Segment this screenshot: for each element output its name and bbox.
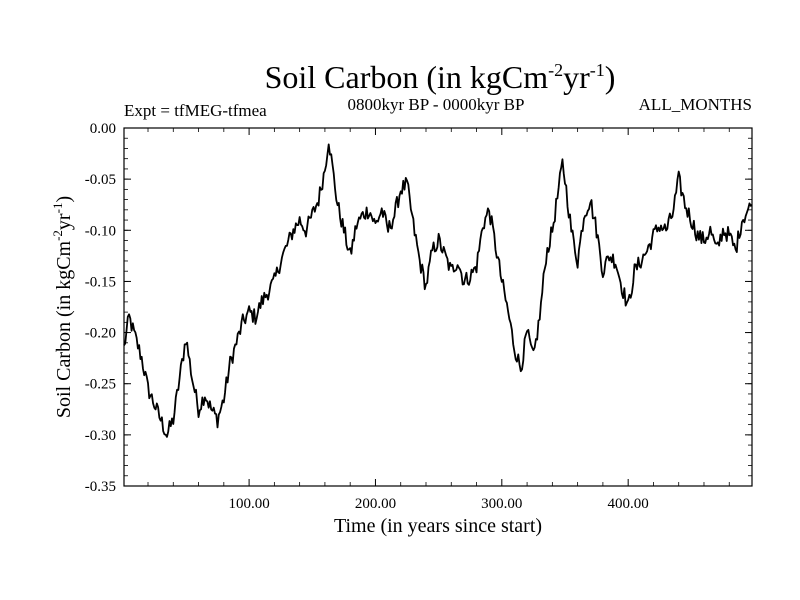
x-axis-ticks: 100.00 200.00 300.00 400.00 [147, 128, 730, 512]
subtitle-period: 0800kyr BP - 0000kyr BP [348, 95, 525, 114]
y-tick-label: -0.05 [85, 172, 116, 188]
title-sup1: -2 [548, 60, 563, 80]
y-axis-label: Soil Carbon (in kgCm-2yr-1) [50, 196, 75, 418]
ylabel-main: Soil Carbon (in kgCm [53, 240, 75, 418]
title-sup2: -1 [590, 60, 605, 80]
x-tick-label: 400.00 [608, 496, 649, 512]
y-tick-label: -0.20 [85, 326, 116, 342]
y-axis-ticks: 0.00 -0.05 -0.10 -0.15 -0.20 -0.25 -0.30 -0.35 [85, 121, 752, 495]
y-tick-label: -0.10 [85, 223, 116, 239]
y-tick-label: -0.35 [85, 479, 116, 495]
soil-carbon-series-line [123, 143, 753, 438]
title-mid: yr [563, 59, 590, 95]
ylabel-end: ) [53, 196, 75, 203]
chart-title: Soil Carbon (in kgCm-2yr-1) [265, 59, 616, 95]
x-tick-label: 200.00 [355, 496, 396, 512]
x-tick-label: 300.00 [481, 496, 522, 512]
y-tick-label: 0.00 [90, 121, 116, 137]
y-tick-label: -0.30 [85, 428, 116, 444]
y-tick-label: -0.15 [85, 274, 116, 290]
title-end: ) [605, 59, 616, 95]
subtitle-months: ALL_MONTHS [639, 95, 752, 114]
ylabel-sup1: -2 [50, 230, 65, 241]
ylabel-mid: yr [53, 213, 75, 230]
title-main: Soil Carbon (in kgCm [265, 59, 549, 95]
subtitle-expt: Expt = tfMEG-tfmea [124, 101, 267, 120]
ylabel-sup2: -1 [50, 203, 65, 214]
x-tick-label: 100.00 [228, 496, 269, 512]
plot-frame [123, 127, 753, 487]
y-tick-label: -0.25 [85, 377, 116, 393]
x-axis-label: Time (in years since start) [334, 515, 542, 537]
